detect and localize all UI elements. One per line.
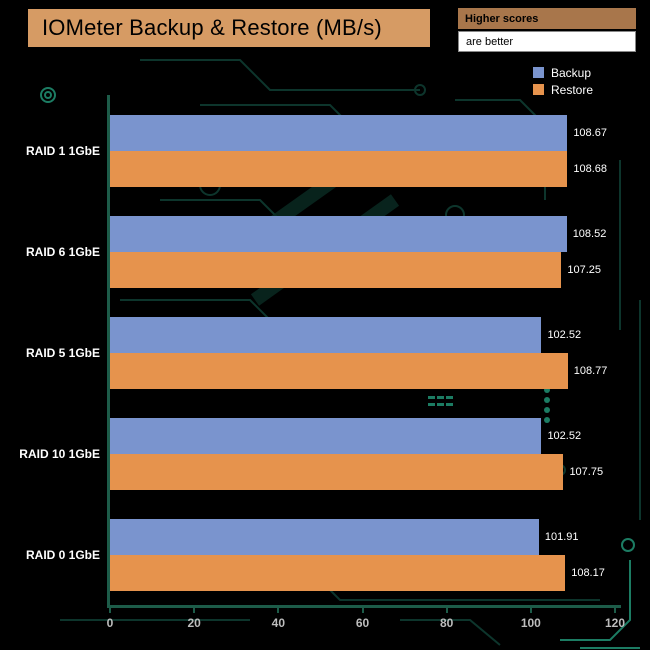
restore-bar [110,554,566,591]
value-label: 108.77 [573,364,608,377]
value-label: 101.91 [544,530,579,543]
x-axis-tick [361,608,364,613]
x-axis-tick [445,608,448,613]
x-axis-tick-label: 20 [187,616,201,630]
value-label: 108.67 [573,126,607,139]
x-axis-line [107,605,621,608]
x-axis-tick-label: 60 [355,616,370,630]
restore-bar [110,453,564,490]
higher-scores-badge: Higher scores [458,8,636,29]
x-axis-tick-label: 120 [604,616,626,630]
x-axis-tick [277,608,280,613]
category-label: RAID 6 1GbE [25,244,100,259]
x-axis-tick-label: 0 [106,616,114,630]
restore-bar [110,251,562,288]
legend-label: Backup [551,65,592,80]
legend-item: Backup [533,64,593,81]
backup-bar [110,114,568,151]
category-label: RAID 10 1GbE [19,446,100,461]
backup-bar [110,417,542,454]
category-label: RAID 1 1GbE [25,143,100,158]
x-axis-tick [614,608,616,613]
chart-title: IOMeter Backup & Restore (MB/s) [28,9,430,47]
value-label: 108.68 [573,162,608,175]
x-axis-tick-label: 100 [520,616,541,630]
backup-bar [110,316,542,353]
backup-bar [110,215,567,252]
x-axis-tick [529,608,532,613]
restore-bar [110,150,568,187]
restore-bar [110,352,568,389]
x-axis-tick [193,608,196,613]
value-label: 108.52 [572,227,607,240]
backup-bar [110,518,539,555]
x-axis-tick-label: 40 [271,616,286,630]
y-axis-line [107,95,110,608]
value-label: 108.17 [571,566,605,579]
legend-swatch-restore [533,84,544,95]
value-label: 107.25 [567,263,601,276]
legend-label: Restore [551,82,594,97]
category-label: RAID 5 1GbE [25,345,100,360]
legend: Backup Restore [533,64,593,98]
value-label: 107.75 [569,465,604,478]
category-label: RAID 0 1GbE [25,547,100,562]
x-axis-tick [109,608,111,613]
x-axis-tick-label: 80 [439,616,454,630]
legend-item: Restore [533,81,593,98]
value-label: 102.52 [547,429,582,442]
legend-swatch-backup [533,67,544,78]
value-label: 102.52 [547,328,582,341]
are-better-badge: are better [458,31,636,52]
